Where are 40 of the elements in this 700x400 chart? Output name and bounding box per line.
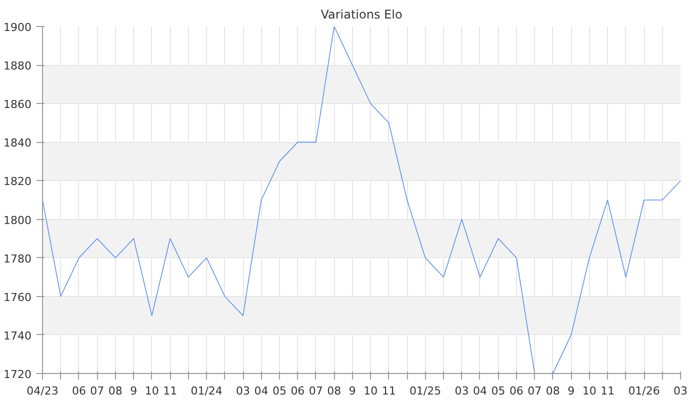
x-tick-label: 9: [130, 384, 138, 398]
x-tick-label: 06: [72, 384, 86, 398]
y-tick-label: 1820: [4, 175, 32, 188]
y-tick-label: 1780: [4, 252, 32, 266]
x-tick-label: 9: [348, 384, 356, 398]
y-tick-label: 1720: [4, 368, 32, 381]
x-tick-label: 06: [509, 384, 524, 398]
y-tick-label: 1860: [4, 98, 32, 112]
x-tick-label: 04: [254, 384, 268, 398]
x-tick-label: 07: [308, 384, 323, 398]
x-tick-label: 07: [528, 384, 542, 398]
x-tick-label: 08: [108, 384, 122, 398]
x-tick-label: 03: [674, 384, 688, 398]
x-tick-label: 08: [546, 384, 560, 398]
x-tick-label: 06: [290, 384, 305, 398]
x-tick-label: 04/23: [26, 384, 58, 398]
x-tick-label: 05: [272, 384, 286, 398]
x-tick-label: 03: [236, 384, 250, 398]
x-tick-label: 01/26: [628, 384, 660, 398]
x-tick-label: 10: [364, 384, 378, 398]
x-tick-label: 03: [454, 384, 469, 398]
x-tick-label: 01/24: [190, 384, 222, 398]
x-tick-label: 04: [472, 384, 487, 398]
x-tick-label: 11: [382, 384, 396, 398]
x-tick-label: 9: [568, 384, 575, 398]
y-tick-label: 1760: [4, 290, 32, 304]
y-tick-label: 1880: [4, 60, 32, 73]
chart-title: Variations Elo: [320, 8, 402, 22]
x-tick-label: 10: [582, 384, 596, 398]
x-tick-label: 11: [600, 384, 615, 398]
x-tick-label: 07: [90, 384, 104, 398]
y-tick-label: 1900: [4, 21, 32, 34]
x-tick-label: 01/25: [409, 384, 442, 398]
y-tick-label: 1800: [4, 214, 32, 227]
x-tick-label: 08: [327, 384, 342, 398]
x-tick-label: 10: [144, 384, 159, 398]
y-tick-label: 1840: [4, 136, 32, 150]
x-tick-label: 05: [491, 384, 506, 398]
x-tick-label: 11: [163, 384, 178, 398]
y-tick-label: 1740: [4, 329, 32, 342]
